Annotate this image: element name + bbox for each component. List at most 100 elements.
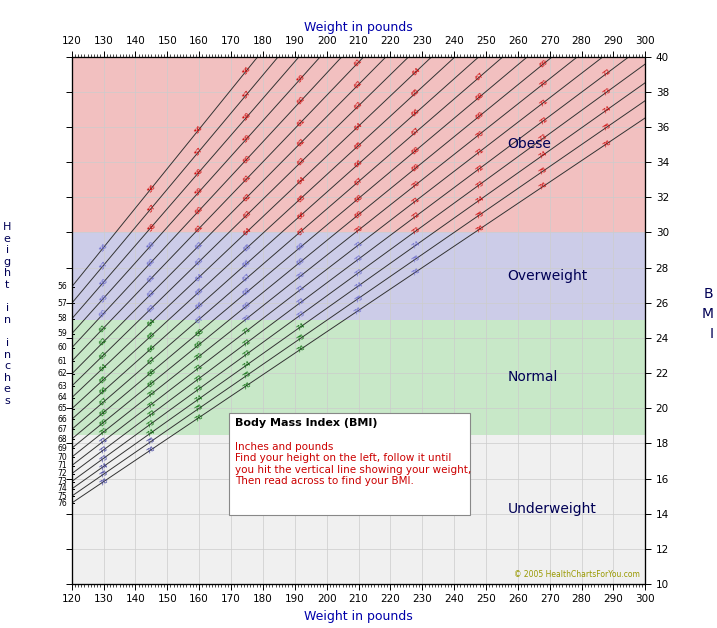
Text: 71: 71	[194, 362, 204, 372]
Text: 69: 69	[146, 378, 157, 389]
Text: 69: 69	[410, 163, 422, 173]
Text: 73: 73	[242, 349, 252, 359]
Text: 71: 71	[242, 326, 252, 336]
Text: 62: 62	[296, 137, 306, 148]
Text: B
M
I: B M I	[701, 288, 713, 340]
Text: 75: 75	[194, 403, 204, 413]
Text: 63: 63	[98, 350, 109, 360]
Text: 68: 68	[474, 92, 485, 102]
Text: 63: 63	[57, 382, 67, 391]
Text: 67: 67	[474, 72, 485, 82]
Text: 59: 59	[194, 187, 204, 197]
Text: 63: 63	[146, 303, 157, 313]
Text: 64: 64	[242, 227, 252, 237]
Text: 61: 61	[194, 223, 204, 234]
Text: 65: 65	[98, 374, 109, 385]
Text: 75: 75	[411, 254, 421, 264]
Text: 61: 61	[242, 173, 252, 184]
Text: 76: 76	[146, 445, 157, 455]
Text: 60: 60	[146, 257, 156, 268]
Text: Overweight: Overweight	[508, 269, 588, 283]
Text: 75: 75	[353, 293, 364, 303]
Text: 60: 60	[296, 95, 306, 106]
Text: 75: 75	[474, 210, 485, 220]
Text: 69: 69	[194, 339, 204, 350]
Text: 56: 56	[146, 183, 156, 193]
Text: 61: 61	[57, 357, 67, 365]
Text: 68: 68	[353, 193, 364, 203]
Text: 62: 62	[146, 288, 156, 299]
Text: 58: 58	[57, 315, 67, 323]
Text: 73: 73	[194, 384, 204, 394]
X-axis label: Weight in pounds: Weight in pounds	[304, 610, 413, 623]
Text: 70: 70	[353, 225, 364, 236]
Text: 59: 59	[146, 240, 156, 251]
Text: 74: 74	[538, 150, 549, 160]
Text: 65: 65	[146, 330, 156, 341]
Text: 72: 72	[474, 163, 485, 173]
Text: 58: 58	[98, 277, 109, 288]
Text: 69: 69	[57, 444, 67, 453]
Text: 70: 70	[410, 180, 422, 190]
Bar	[72, 320, 645, 435]
Text: Inches and pounds
Find your height on the left, follow it until
you hit the vert: Inches and pounds Find your height on th…	[235, 441, 471, 487]
Text: 66: 66	[242, 258, 252, 269]
Text: 70: 70	[242, 313, 252, 323]
Text: 73: 73	[538, 133, 549, 143]
Text: 71: 71	[295, 284, 307, 294]
Text: 73: 73	[410, 226, 422, 236]
Text: 74: 74	[353, 281, 364, 291]
Text: 59: 59	[242, 133, 252, 144]
Text: 59: 59	[98, 293, 109, 303]
Text: 72: 72	[538, 116, 549, 126]
Text: 65: 65	[194, 286, 204, 297]
Text: 71: 71	[353, 240, 364, 250]
Text: 72: 72	[194, 373, 204, 384]
Text: 72: 72	[411, 211, 421, 221]
Text: 62: 62	[98, 337, 109, 347]
Text: 65: 65	[296, 193, 306, 203]
Text: 68: 68	[296, 241, 306, 252]
Text: 73: 73	[57, 477, 67, 486]
Text: 65: 65	[411, 87, 421, 98]
X-axis label: Weight in pounds: Weight in pounds	[304, 21, 413, 33]
Text: 68: 68	[194, 327, 204, 337]
Text: 73: 73	[353, 268, 364, 278]
Text: 74: 74	[474, 195, 485, 205]
Text: 68: 68	[146, 367, 157, 377]
Text: 59: 59	[296, 73, 306, 84]
Text: 70: 70	[98, 427, 109, 437]
Text: 73: 73	[474, 180, 485, 190]
Text: 72: 72	[242, 337, 252, 348]
Text: 66: 66	[411, 107, 421, 118]
Text: 61: 61	[353, 57, 364, 68]
Text: 68: 68	[98, 407, 109, 418]
Text: 59: 59	[57, 329, 67, 338]
Text: 64: 64	[98, 362, 109, 373]
Text: 76: 76	[57, 499, 67, 507]
Text: 63: 63	[353, 100, 364, 111]
Text: 70: 70	[57, 453, 67, 462]
Text: Body Mass Index (BMI): Body Mass Index (BMI)	[235, 418, 378, 428]
Text: 76: 76	[474, 224, 485, 234]
Text: 74: 74	[98, 462, 109, 472]
Text: 70: 70	[538, 78, 549, 89]
Text: 67: 67	[411, 127, 421, 138]
Text: 66: 66	[57, 415, 67, 424]
Text: 60: 60	[242, 154, 252, 165]
Text: 75: 75	[57, 492, 67, 501]
Text: 58: 58	[242, 112, 252, 122]
Text: © 2005 HealthChartsForYou.com: © 2005 HealthChartsForYou.com	[513, 570, 640, 579]
Text: 69: 69	[242, 300, 252, 311]
Text: 76: 76	[295, 344, 307, 354]
Text: 67: 67	[98, 397, 109, 407]
Text: 74: 74	[602, 105, 612, 115]
Text: 70: 70	[146, 389, 157, 399]
Text: 57: 57	[194, 146, 204, 156]
Text: 57: 57	[242, 89, 252, 99]
Text: 61: 61	[146, 273, 156, 283]
Text: 65: 65	[57, 404, 67, 413]
Text: 74: 74	[146, 428, 157, 438]
Text: 60: 60	[98, 308, 109, 319]
Text: H
e
i
g
h
t

i
n

i
n
c
h
e
s: H e i g h t i n i n c h e s	[3, 222, 11, 406]
